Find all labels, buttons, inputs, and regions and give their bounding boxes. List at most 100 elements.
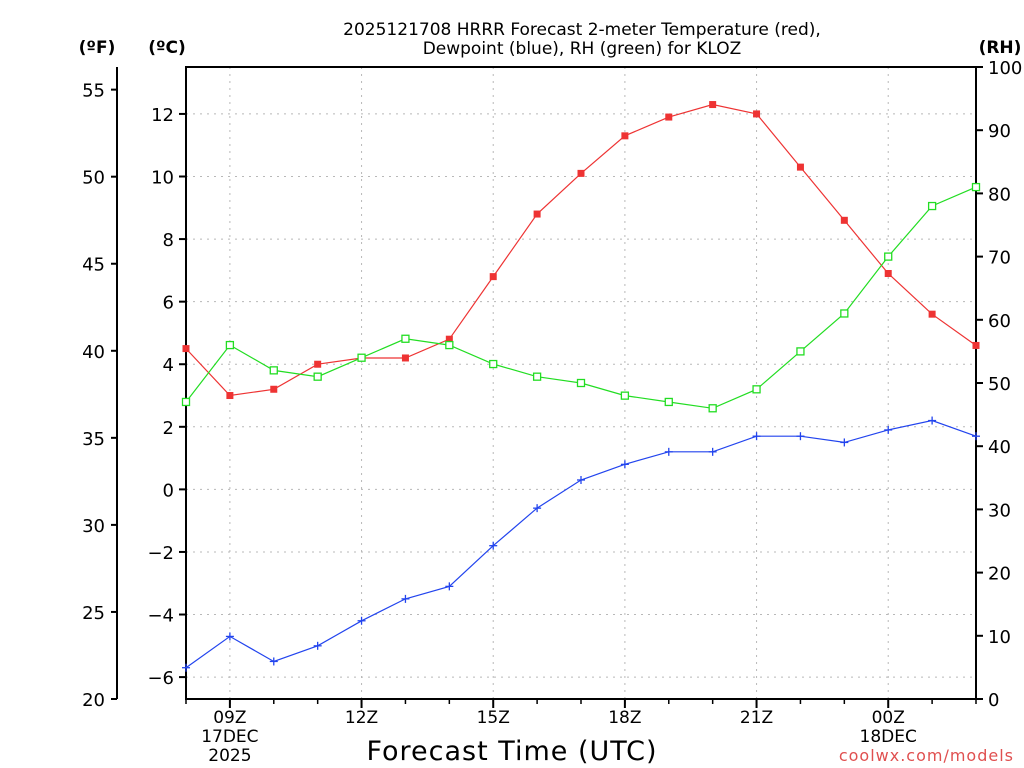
celsius-tick-label: 4	[163, 355, 174, 376]
grid	[186, 67, 976, 699]
fahrenheit-axis-label: (ºF)	[79, 38, 116, 58]
relative-humidity-point	[620, 391, 630, 400]
dewpoint-point	[357, 616, 366, 625]
temperature-point	[840, 216, 848, 224]
rh-tick-label: 70	[988, 248, 1011, 269]
dewpoint-point	[401, 594, 410, 603]
x-tick-year: 2025	[208, 746, 251, 766]
dewpoint-point	[269, 657, 278, 666]
dewpoint-point	[884, 425, 893, 434]
temperature-point	[489, 273, 497, 281]
relative-humidity-point	[884, 252, 893, 261]
celsius-tick-label: 10	[151, 168, 174, 189]
temperature-point	[753, 110, 761, 118]
temperature-point	[928, 310, 936, 318]
fahrenheit-tick-label: 20	[82, 690, 105, 711]
dewpoint-point	[225, 632, 234, 641]
x-axis-title: Forecast Time (UTC)	[366, 736, 657, 767]
temperature-point	[182, 345, 190, 353]
relative-humidity-point	[532, 372, 542, 381]
temperature-point	[577, 169, 585, 177]
dewpoint-point	[445, 582, 454, 591]
relative-humidity-point	[708, 404, 717, 413]
celsius-tick-label: 0	[163, 480, 174, 501]
relative-humidity-point	[664, 397, 673, 407]
dewpoint-point	[577, 475, 585, 484]
rh-tick-label: 100	[988, 58, 1022, 79]
temperature-point	[314, 360, 322, 368]
celsius-tick-label: 2	[163, 418, 174, 439]
relative-humidity-point	[401, 334, 410, 343]
dewpoint-point	[182, 663, 190, 672]
temperature-point	[621, 132, 629, 140]
celsius-tick-label: −4	[147, 606, 174, 627]
rh-tick-label: 30	[988, 500, 1011, 521]
rh-axis-label: (RH)	[979, 38, 1022, 58]
rh-tick-label: 20	[988, 564, 1011, 585]
relative-humidity-point	[225, 340, 235, 350]
temperature-point	[445, 335, 453, 343]
temperature-point	[972, 341, 980, 349]
temperature-point	[709, 101, 717, 109]
rh-tick-label: 40	[988, 437, 1011, 458]
relative-humidity-point	[489, 359, 498, 369]
dewpoint-point	[928, 416, 937, 425]
x-tick-label: 00Z	[872, 708, 905, 728]
dewpoint-line	[185, 419, 977, 669]
x-tick-date: 17DEC	[201, 727, 258, 747]
temperature-point	[401, 354, 409, 362]
temperature-point	[226, 392, 234, 400]
watermark: coolwx.com/models	[839, 746, 1014, 765]
chart-title-line1: 2025121708 HRRR Forecast 2-meter Tempera…	[343, 20, 821, 40]
relative-humidity-line	[185, 186, 977, 409]
temperature-point	[665, 113, 673, 121]
relative-humidity-point	[971, 182, 981, 192]
fahrenheit-tick-label: 40	[82, 342, 105, 363]
x-tick-label: 09Z	[213, 708, 246, 728]
chart-title-line2: Dewpoint (blue), RH (green) for KLOZ	[423, 39, 742, 59]
relative-humidity-point	[313, 372, 322, 381]
dewpoint-point	[972, 432, 980, 441]
dewpoint-point	[664, 447, 673, 456]
rh-tick-label: 90	[988, 121, 1011, 142]
x-tick-label: 12Z	[345, 708, 378, 728]
dewpoint-point	[796, 432, 805, 441]
celsius-tick-label: 8	[163, 230, 174, 251]
celsius-axis-label: (ºC)	[148, 38, 186, 58]
relative-humidity-point	[752, 385, 761, 394]
x-tick-label: 18Z	[608, 708, 641, 728]
celsius-tick-label: 12	[151, 105, 174, 126]
relative-humidity-point	[269, 366, 278, 375]
celsius-tick-label: −2	[147, 543, 174, 564]
fahrenheit-tick-label: 55	[82, 81, 105, 102]
relative-humidity-point	[445, 340, 454, 350]
rh-tick-label: 60	[988, 311, 1011, 332]
dewpoint-point	[533, 504, 542, 513]
x-tick-date: 18DEC	[860, 727, 917, 747]
fahrenheit-tick-label: 30	[82, 516, 105, 537]
dewpoint-point	[708, 447, 717, 456]
x-tick-label: 21Z	[740, 708, 773, 728]
relative-humidity-point	[576, 378, 586, 388]
dewpoint-point	[840, 438, 849, 447]
fahrenheit-tick-label: 35	[82, 429, 105, 450]
relative-humidity-point	[840, 309, 849, 318]
temperature-point	[796, 163, 804, 171]
dewpoint-point	[489, 541, 498, 550]
fahrenheit-tick-label: 50	[82, 168, 105, 189]
dewpoint-point	[313, 641, 322, 650]
celsius-tick-label: 6	[163, 293, 174, 314]
rh-tick-label: 80	[988, 184, 1011, 205]
x-tick-label: 15Z	[477, 708, 510, 728]
series-layer	[181, 101, 981, 672]
axes: 2025303540455055−6−4−2024681012010203040…	[82, 58, 1022, 766]
relative-humidity-point	[927, 201, 937, 211]
fahrenheit-tick-label: 25	[82, 603, 105, 624]
celsius-tick-label: −6	[147, 668, 174, 689]
temperature-point	[533, 210, 541, 218]
temperature-point	[270, 385, 278, 393]
rh-tick-label: 50	[988, 374, 1011, 395]
rh-tick-label: 0	[988, 690, 999, 711]
fahrenheit-tick-label: 45	[82, 255, 105, 276]
